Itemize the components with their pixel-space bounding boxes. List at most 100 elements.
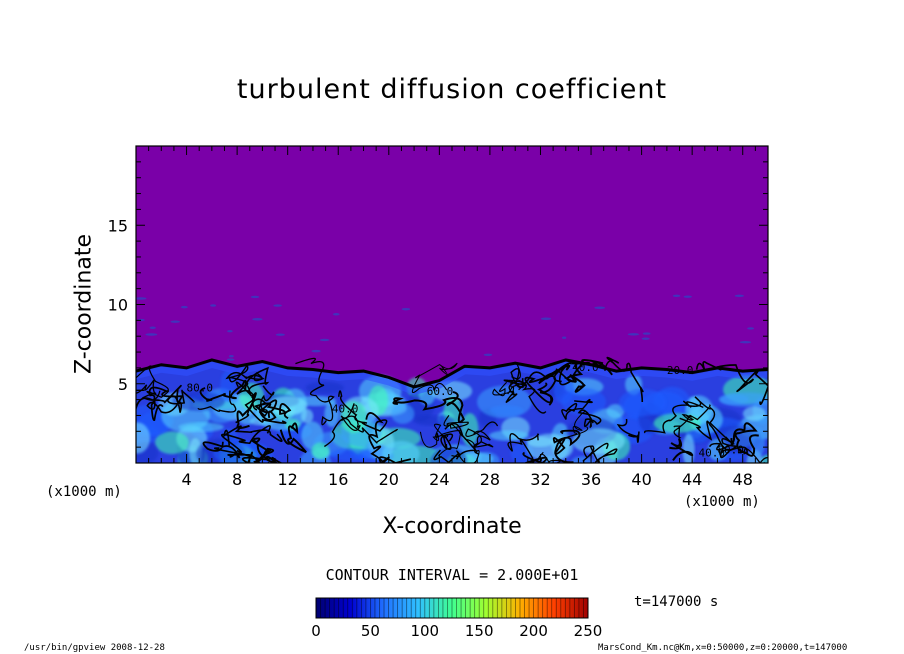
field-blob [382, 440, 420, 463]
chart-title: turbulent diffusion coefficient [236, 74, 668, 105]
upper-turbulence-dot [641, 337, 650, 340]
y-tick-label: 5 [118, 375, 128, 394]
contour-line [199, 379, 247, 402]
contour-line [337, 390, 388, 432]
field-layer: 80.040.060.040.0 20.040.080.0 [136, 294, 768, 463]
contour-line [392, 390, 465, 424]
upper-turbulence-dot [540, 317, 552, 320]
upper-turbulence-dot [319, 338, 330, 342]
field-blob [477, 385, 532, 419]
colorbar-tick-label: 0 [311, 622, 321, 640]
contour-line [136, 379, 161, 401]
upper-turbulence-dot [250, 295, 260, 299]
x-tick-label: 48 [733, 470, 753, 489]
upper-turbulence-dot [401, 307, 411, 311]
upper-turbulence-dot [734, 294, 744, 298]
contour-line [295, 357, 335, 426]
contour-line [695, 360, 768, 406]
contour-label: 40.0 [698, 447, 725, 460]
colorbar-tick-label: 150 [465, 622, 494, 640]
x-axis-label: X-coordinate [382, 514, 522, 539]
upper-turbulence-dot [332, 313, 340, 316]
contour-line [225, 364, 265, 398]
contour-line [136, 384, 184, 421]
colorbar-tick-label: 250 [574, 622, 603, 640]
contour-line [730, 422, 759, 457]
upper-turbulence-dot [594, 306, 606, 309]
upper-turbulence-dot [672, 294, 681, 298]
contour-line [214, 447, 273, 463]
contour-line [253, 399, 292, 421]
colorbar: 0 50 100 150 200 250 [311, 597, 603, 640]
contour-line [566, 359, 613, 393]
upper-turbulence-dot [210, 304, 217, 307]
x-tick-label: 16 [328, 470, 348, 489]
colorbar-tick-label: 200 [519, 622, 548, 640]
contour-line [443, 415, 480, 463]
contour-line [411, 362, 458, 393]
upper-turbulence-dot [149, 326, 156, 329]
x-tick-label: 36 [581, 470, 601, 489]
entrainment-band [136, 361, 768, 396]
mixed-layer-top-contour [136, 358, 768, 389]
upper-turbulence-dot [627, 333, 640, 336]
upper-turbulence-dot [227, 330, 233, 333]
contour-label: 80.0 [187, 382, 214, 395]
x-tick-label: 40 [631, 470, 651, 489]
contour-label: 20.0 [667, 364, 694, 377]
footer-right: MarsCond_Km.nc@Km,x=0:50000,z=0:20000,t=… [598, 643, 848, 653]
upper-turbulence-dot [683, 295, 692, 298]
upper-turbulence-dot [311, 349, 321, 353]
field-blob [571, 456, 595, 463]
footer-left: /usr/bin/gpview 2008-12-28 [24, 643, 165, 653]
x-tick-label: 20 [379, 470, 399, 489]
field-blob [619, 388, 667, 417]
colorbar-tick-label: 100 [410, 622, 439, 640]
x-tick-label: 32 [530, 470, 550, 489]
field-blob [154, 431, 189, 455]
x-tick-label: 4 [181, 470, 191, 489]
contour-line [567, 411, 593, 438]
field-blob [391, 403, 415, 424]
upper-turbulence-dot [252, 318, 263, 321]
upper-turbulence-dot [226, 358, 235, 361]
contour-line [235, 385, 275, 424]
contour-label: 60.0 [427, 385, 454, 398]
upper-turbulence-dot [739, 341, 752, 344]
contour-line [324, 417, 399, 448]
contour-line [440, 433, 454, 451]
y-unit-label: (x1000 m) [46, 484, 122, 500]
contour-line [616, 418, 640, 443]
contour-line [719, 446, 748, 459]
upper-turbulence-dot [170, 320, 180, 323]
upper-turbulence-dot [275, 333, 285, 336]
field-blob [329, 448, 372, 462]
contour-line [577, 409, 602, 428]
contour-line [419, 423, 462, 457]
contour-line [202, 441, 291, 463]
y-tick-label: 10 [108, 296, 128, 315]
contour-line [465, 421, 499, 448]
contour-line [221, 425, 271, 454]
contour-line [507, 433, 540, 463]
upper-turbulence-dot [145, 333, 158, 336]
upper-turbulence-dot [483, 353, 493, 357]
y-axis-label: Z-coordinate [71, 234, 97, 374]
contour-line [365, 412, 412, 463]
upper-turbulence-dot [136, 297, 147, 300]
x-tick-label: 8 [232, 470, 242, 489]
x-tick-label: 24 [429, 470, 449, 489]
upper-turbulence-dot [562, 336, 567, 339]
contour-label: 40.0 [572, 361, 599, 374]
contour-interval: CONTOUR INTERVAL = 2.000E+01 [325, 566, 579, 584]
contour-line [492, 381, 515, 397]
contour-line [521, 363, 572, 386]
field-blob [267, 396, 308, 416]
upper-turbulence-dot [229, 354, 234, 358]
x-tick-label: 44 [682, 470, 702, 489]
contour-line [561, 398, 593, 420]
contour-label: 80.0 [717, 443, 744, 456]
contour-line [522, 451, 548, 463]
